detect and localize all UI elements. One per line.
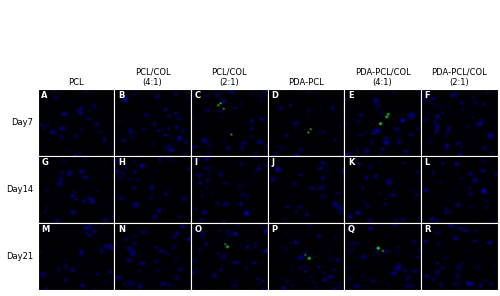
Text: PCL/COL
(2:1): PCL/COL (2:1): [212, 68, 247, 87]
Text: Day14: Day14: [6, 185, 34, 194]
Text: PDA-PCL: PDA-PCL: [288, 78, 324, 87]
Text: C: C: [194, 91, 201, 100]
Text: O: O: [194, 225, 202, 234]
Text: R: R: [424, 225, 431, 234]
Text: D: D: [272, 91, 278, 100]
Text: PDA-PCL/COL
(4:1): PDA-PCL/COL (4:1): [354, 68, 410, 87]
Text: B: B: [118, 91, 124, 100]
Text: N: N: [118, 225, 125, 234]
Text: Day21: Day21: [6, 252, 34, 261]
Text: H: H: [118, 158, 125, 167]
Text: A: A: [42, 91, 48, 100]
Text: Day7: Day7: [12, 118, 34, 127]
Text: PCL/COL
(4:1): PCL/COL (4:1): [134, 68, 170, 87]
Text: F: F: [424, 91, 430, 100]
Text: PDA-PCL/COL
(2:1): PDA-PCL/COL (2:1): [432, 68, 487, 87]
Text: G: G: [42, 158, 48, 167]
Text: PCL: PCL: [68, 78, 84, 87]
Text: M: M: [42, 225, 50, 234]
Text: I: I: [194, 158, 198, 167]
Text: Q: Q: [348, 225, 355, 234]
Text: K: K: [348, 158, 354, 167]
Text: P: P: [272, 225, 278, 234]
Text: L: L: [424, 158, 430, 167]
Text: E: E: [348, 91, 354, 100]
Text: J: J: [272, 158, 274, 167]
